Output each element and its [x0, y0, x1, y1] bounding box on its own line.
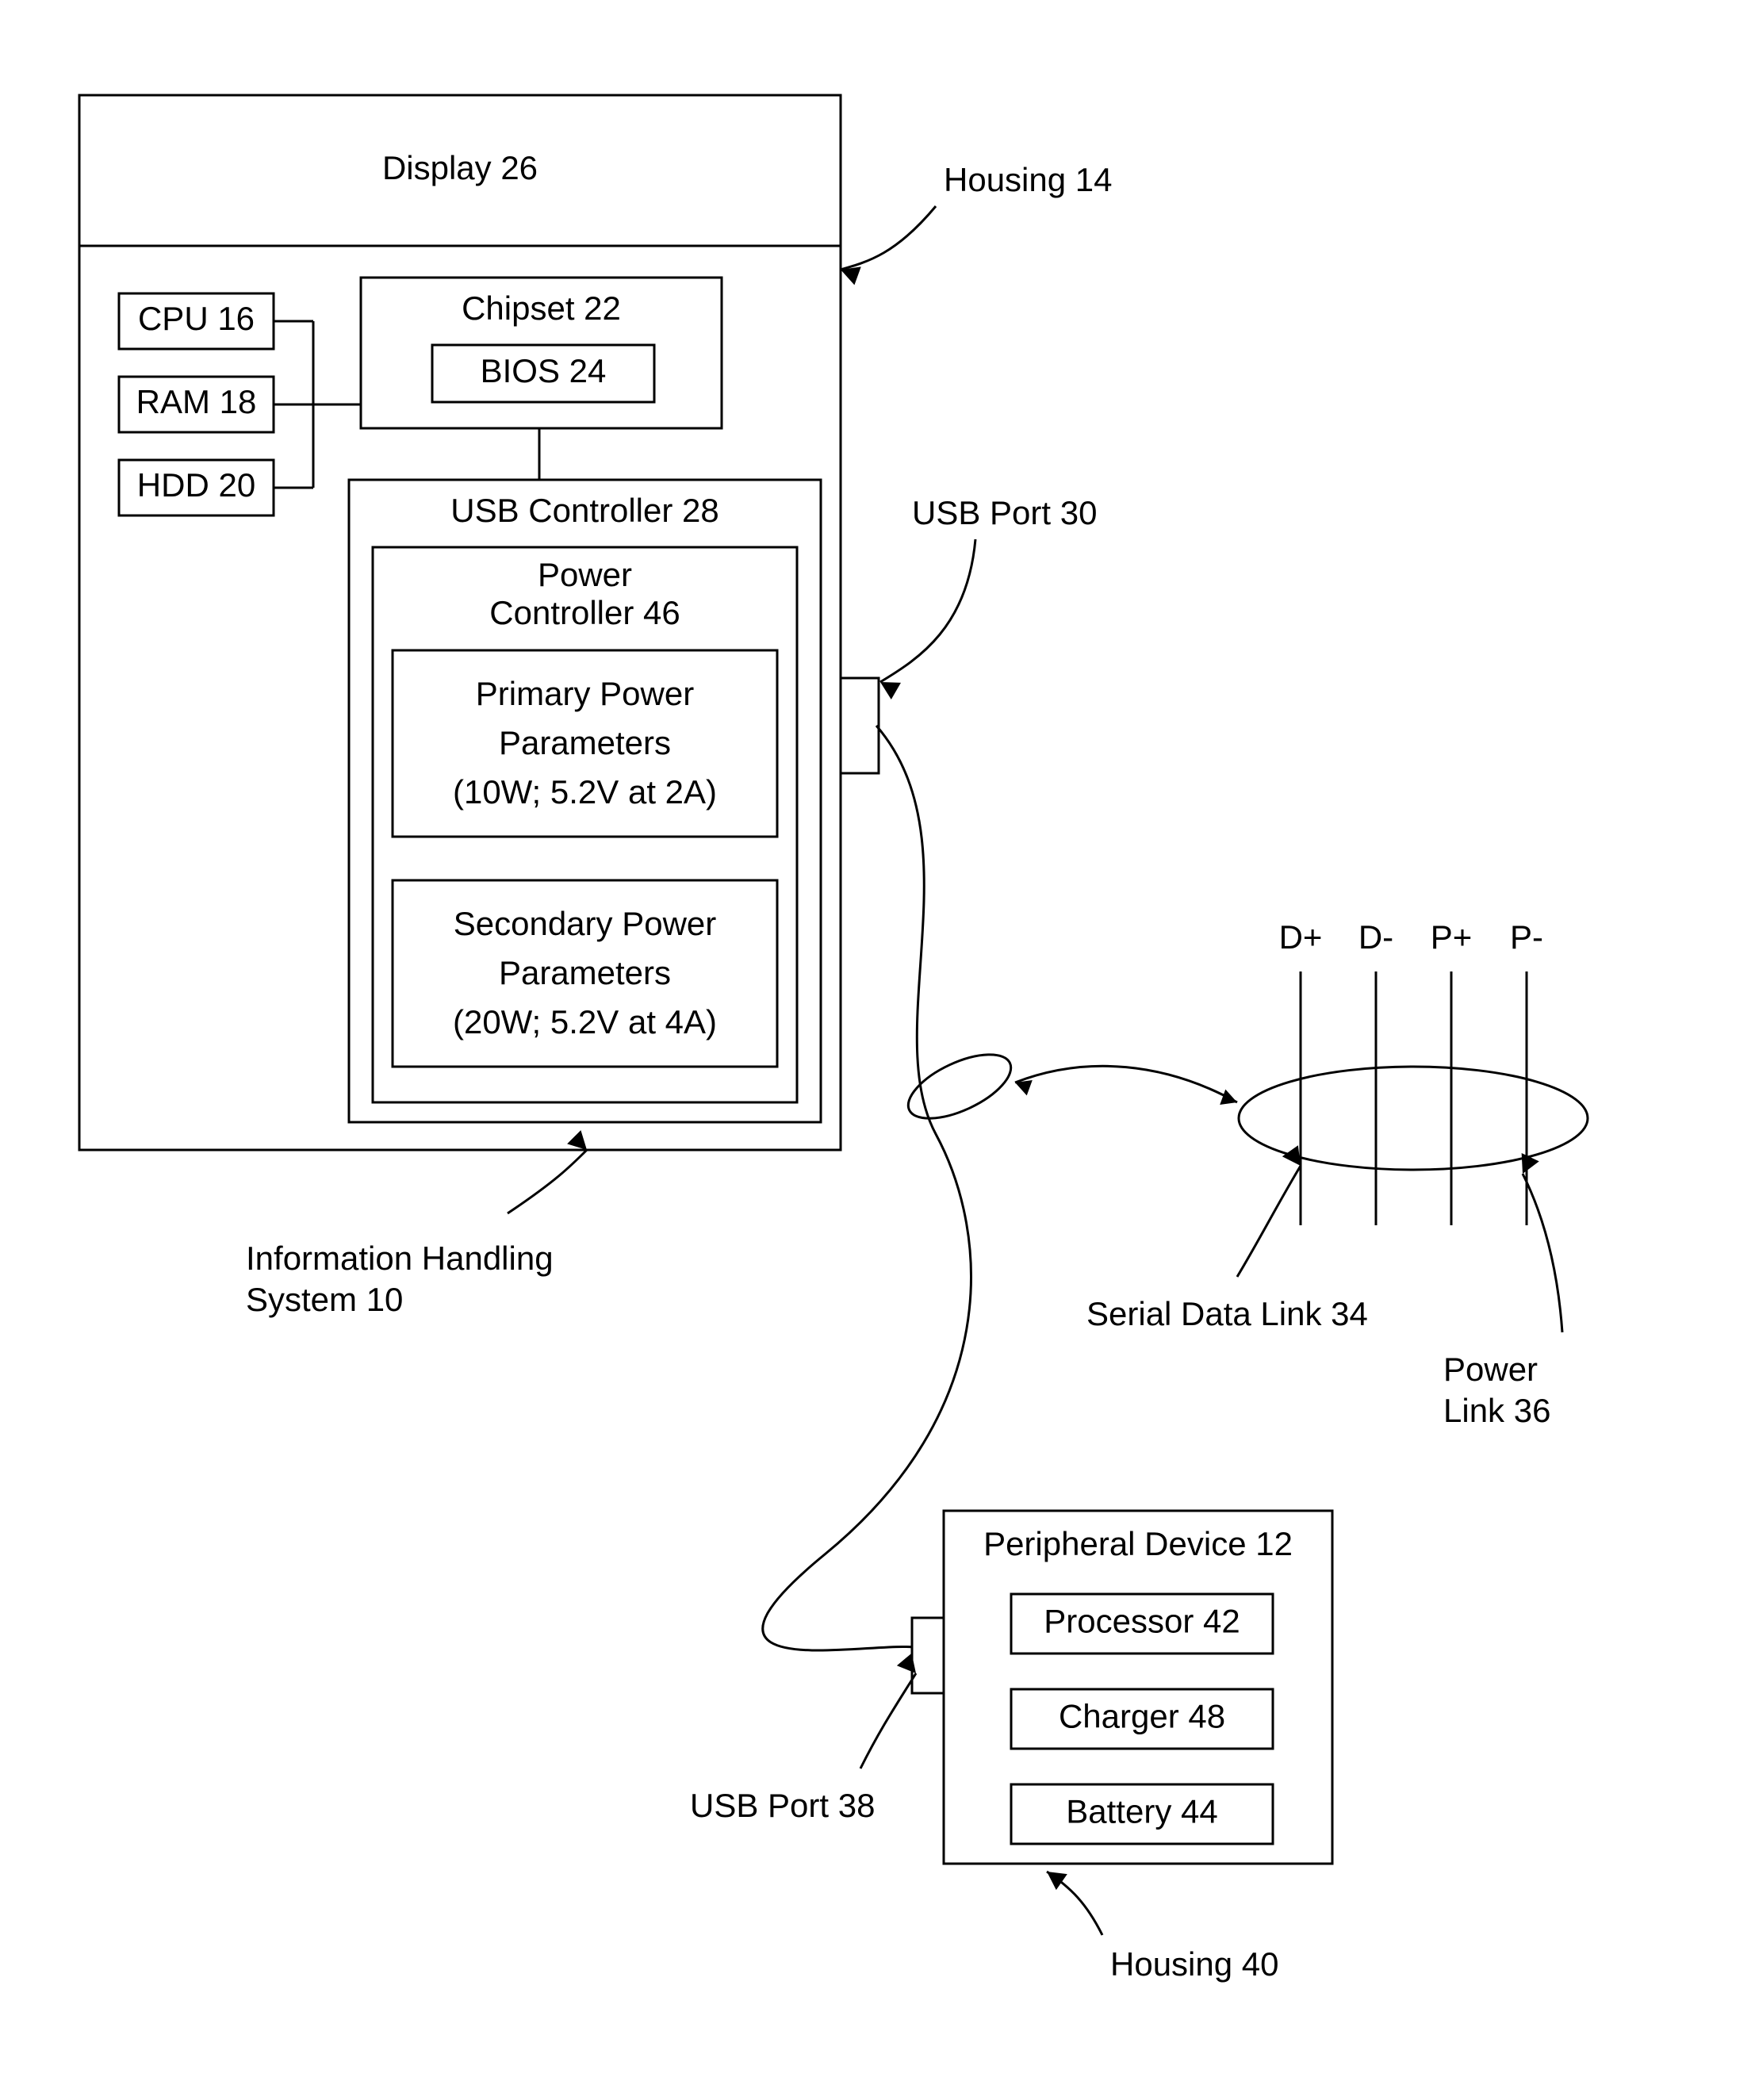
power-controller-label: Controller 46 [489, 594, 680, 631]
pin-label: P+ [1431, 918, 1473, 956]
callout-label: USB Port 30 [912, 494, 1097, 531]
usb-controller-label: USB Controller 28 [450, 492, 718, 529]
callout-label: USB Port 38 [690, 1787, 875, 1824]
callout-leader [860, 1673, 916, 1769]
pin-label: D+ [1279, 918, 1323, 956]
callout-label: Link 36 [1443, 1392, 1550, 1429]
param-label: Parameters [499, 724, 671, 761]
usb-port-38 [912, 1618, 944, 1693]
param-label: (10W; 5.2V at 2A) [453, 773, 717, 810]
callout-leader [1237, 1166, 1301, 1277]
host-component-label: RAM 18 [136, 383, 257, 420]
param-label: (20W; 5.2V at 4A) [453, 1003, 717, 1040]
callout-leader [880, 539, 975, 682]
display-label: Display 26 [382, 149, 538, 186]
callout-leader [508, 1150, 587, 1213]
chipset-label: Chipset 22 [462, 289, 621, 327]
pin-label: D- [1358, 918, 1393, 956]
power-controller-label: Power [538, 556, 632, 593]
peripheral-component-label: Processor 42 [1044, 1603, 1240, 1640]
param-label: Parameters [499, 954, 671, 991]
param-label: Primary Power [476, 675, 694, 712]
callout-leader [841, 206, 936, 270]
bios-label: BIOS 24 [481, 352, 607, 389]
host-component-label: HDD 20 [137, 466, 255, 504]
callout-label: Power [1443, 1351, 1538, 1388]
peripheral-component-label: Battery 44 [1066, 1793, 1217, 1830]
callout-leader [1523, 1174, 1562, 1332]
callout-label: Housing 14 [944, 161, 1112, 198]
callout-label: Information Handling [246, 1240, 554, 1277]
param-label: Secondary Power [454, 905, 717, 942]
usb-port-30 [841, 678, 879, 773]
callout-label: System 10 [246, 1281, 403, 1318]
callout-label: Serial Data Link 34 [1086, 1295, 1368, 1332]
pin-label: P- [1510, 918, 1543, 956]
callout-label: Housing 40 [1110, 1945, 1278, 1983]
peripheral-title: Peripheral Device 12 [983, 1525, 1293, 1562]
peripheral-component-label: Charger 48 [1059, 1698, 1225, 1735]
host-component-label: CPU 16 [138, 300, 255, 337]
